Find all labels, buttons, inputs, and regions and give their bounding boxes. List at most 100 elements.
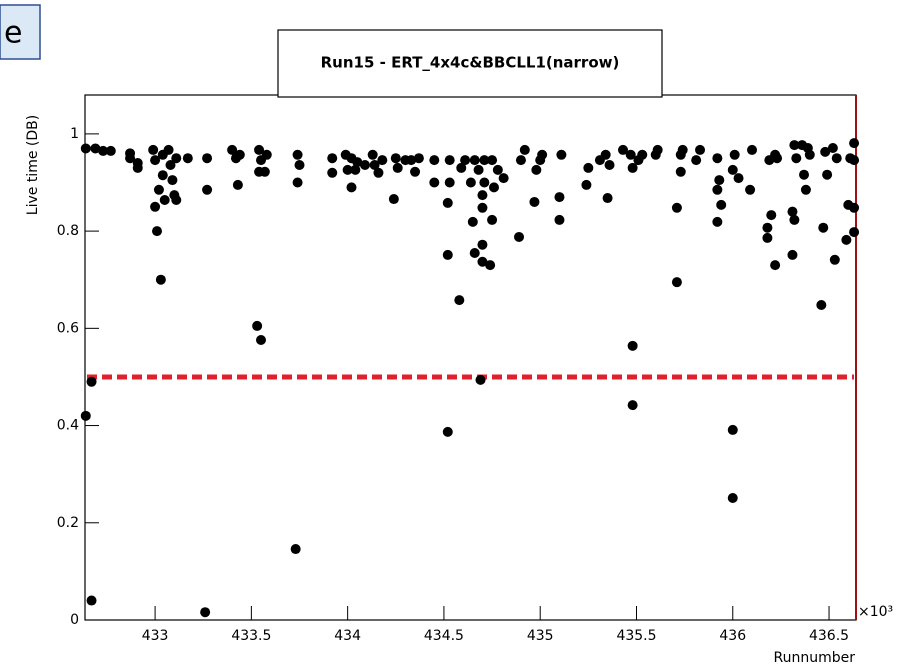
data-point [804, 149, 815, 160]
data-point [86, 595, 97, 606]
data-point [255, 335, 266, 345]
data-point [712, 153, 723, 164]
data-point [150, 201, 161, 212]
data-point [171, 195, 182, 205]
x-tick-label: 435 [527, 628, 554, 644]
x-tick-label: 436.5 [809, 628, 849, 644]
x-multiplier: ×10³ [858, 604, 893, 620]
data-point [477, 256, 488, 267]
y-tick-label: 1 [70, 126, 79, 142]
data-point [390, 153, 401, 164]
data-point [791, 153, 802, 164]
data-point [770, 260, 781, 271]
data-point [294, 160, 305, 170]
data-point [171, 153, 182, 164]
data-point [602, 193, 613, 204]
data-point [454, 295, 465, 306]
data-point [259, 166, 270, 177]
data-point [652, 144, 663, 155]
data-point [787, 249, 798, 260]
x-axis-label: Runnumber [774, 650, 856, 666]
data-point [841, 234, 852, 245]
data-point [359, 160, 370, 170]
title-box [277, 29, 663, 98]
y-tick-label: 0 [70, 612, 79, 628]
data-point [762, 222, 773, 233]
data-point [469, 247, 480, 258]
data-point [487, 155, 498, 166]
data-point [627, 340, 638, 351]
data-point [604, 160, 615, 170]
data-point [477, 190, 488, 201]
data-point [152, 226, 163, 237]
data-point [827, 142, 838, 153]
data-point [714, 175, 725, 186]
data-point [163, 144, 174, 155]
data-point [627, 400, 638, 411]
data-point [429, 155, 440, 166]
data-point [849, 227, 860, 238]
data-point [342, 164, 353, 175]
data-point [292, 149, 303, 160]
data-point [766, 210, 777, 221]
data-point [392, 162, 403, 173]
y-tick-label: 0.8 [57, 223, 79, 239]
data-point [159, 195, 170, 205]
data-point [488, 182, 499, 193]
data-point [444, 177, 455, 188]
data-point [456, 162, 467, 173]
data-point [388, 194, 399, 205]
data-point [583, 162, 594, 173]
data-point [346, 182, 357, 193]
data-point [148, 144, 159, 155]
data-point [479, 177, 490, 188]
data-point [554, 192, 565, 203]
data-point [475, 374, 486, 385]
data-point [485, 260, 496, 271]
data-point [515, 155, 526, 166]
data-point [80, 410, 91, 421]
data-point [799, 169, 810, 180]
data-point [849, 202, 860, 213]
data-point [554, 214, 565, 225]
data-point [745, 184, 756, 195]
data-point [167, 175, 178, 186]
data-point [787, 206, 798, 217]
data-point [153, 184, 164, 195]
data-point [261, 149, 272, 160]
data-point [254, 144, 265, 155]
data-point [816, 300, 827, 310]
data-point [716, 199, 727, 210]
data-point [327, 167, 338, 178]
data-point [86, 376, 97, 387]
y-tick-label: 0.4 [57, 418, 79, 434]
data-point [556, 149, 567, 160]
data-point [442, 249, 453, 260]
data-point [618, 144, 629, 155]
data-point [498, 173, 509, 184]
data-point [671, 202, 682, 213]
data-point [772, 153, 783, 164]
data-point [202, 153, 213, 164]
data-point [675, 166, 686, 177]
data-point [232, 179, 243, 190]
data-point [691, 155, 702, 166]
data-point [165, 160, 176, 170]
data-point [155, 274, 166, 285]
data-point [327, 153, 338, 164]
data-point [789, 140, 800, 151]
data-point [762, 232, 773, 243]
data-point [429, 177, 440, 188]
slide-box [0, 4, 41, 60]
data-point [625, 149, 636, 160]
data-point [367, 149, 378, 160]
data-point [292, 177, 303, 188]
data-point [157, 170, 168, 181]
data-point [477, 202, 488, 213]
data-point [406, 155, 417, 166]
x-tick-label: 433 [142, 628, 169, 644]
data-point [465, 177, 476, 188]
data-point [581, 179, 592, 190]
x-tick-label: 434.5 [424, 628, 464, 644]
